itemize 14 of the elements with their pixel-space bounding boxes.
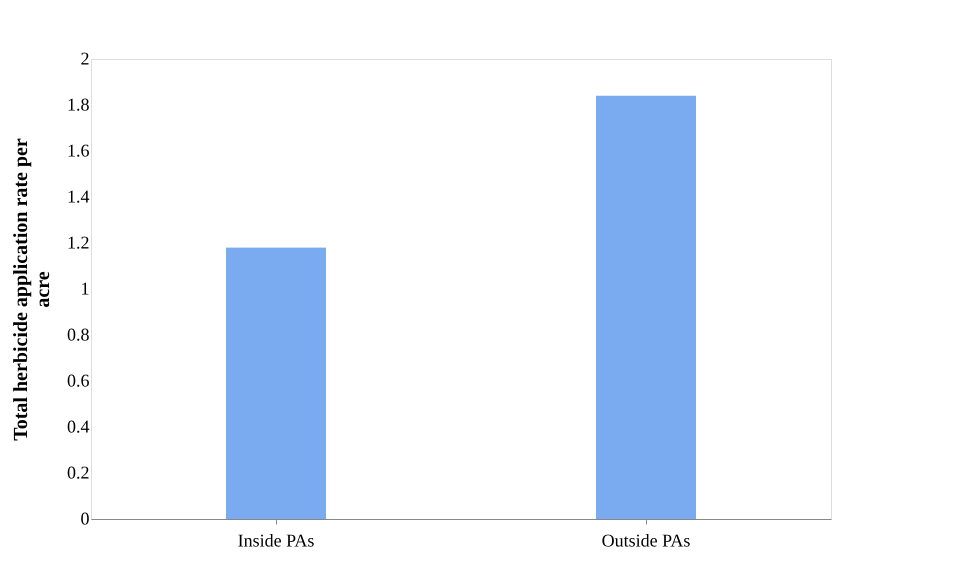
- y-tick-label: 0.2: [67, 462, 90, 482]
- y-tick-label: 1.4: [67, 186, 90, 206]
- x-tick-label: Inside PAs: [238, 530, 314, 550]
- y-tick-label: 0.8: [67, 324, 90, 344]
- y-tick-label: 1: [80, 278, 90, 298]
- y-tick-label: 1.8: [67, 94, 90, 114]
- y-tick-label: 0.4: [67, 416, 90, 436]
- y-tick-label: 0: [80, 508, 90, 528]
- y-tick-label: 2: [80, 48, 90, 68]
- y-axis-title: Total herbicide application rate per acre: [10, 138, 54, 441]
- x-tick-label: Outside PAs: [602, 530, 690, 550]
- y-tick-label: 1.2: [67, 232, 90, 252]
- y-tick-label: 0.6: [67, 370, 90, 390]
- y-tick-label: 1.6: [67, 140, 90, 160]
